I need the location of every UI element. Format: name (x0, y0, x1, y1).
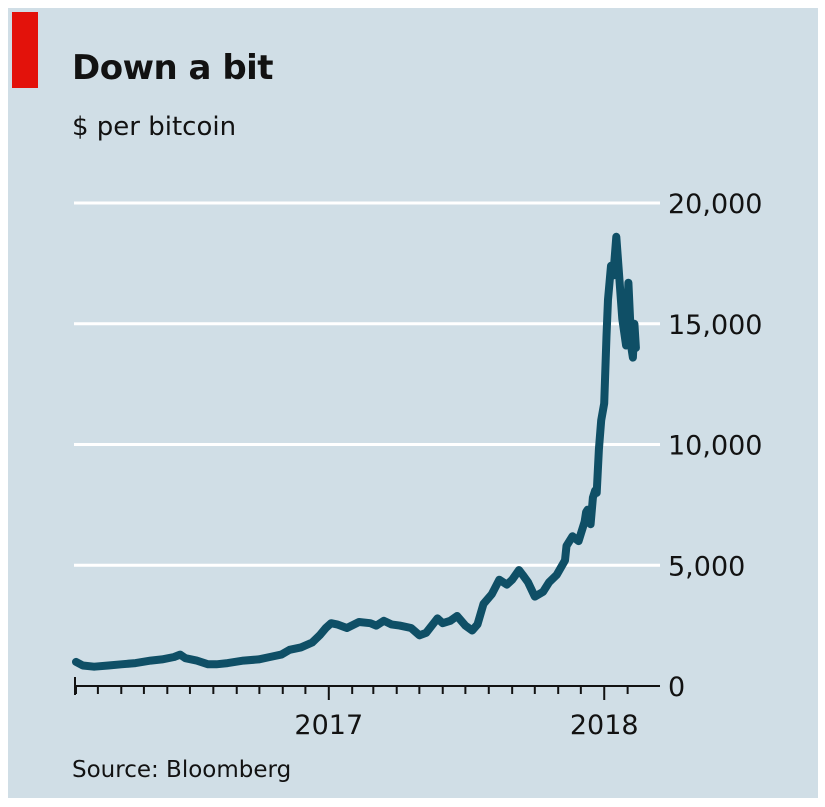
y-tick-label: 20,000 (668, 189, 762, 220)
price-series-line (72, 232, 640, 671)
brand-tag (12, 12, 38, 88)
y-tick-label: 5,000 (668, 551, 745, 582)
y-tick-label: 0 (668, 672, 685, 703)
y-tick-label: 10,000 (668, 431, 762, 462)
source-note: Source: Bloomberg (72, 757, 292, 783)
series-group (72, 232, 640, 671)
x-tick-label: 2018 (570, 710, 639, 741)
x-tick-label: 2017 (294, 710, 363, 741)
chart-title: Down a bit (72, 48, 274, 88)
chart-panel (8, 8, 818, 798)
chart-subtitle: $ per bitcoin (72, 112, 237, 142)
gridlines (74, 201, 660, 567)
y-tick-label: 15,000 (668, 310, 762, 341)
y-tick-labels: 0 5,000 10,000 15,000 20,000 (668, 189, 762, 703)
x-axis: 2017 2018 (74, 677, 660, 741)
